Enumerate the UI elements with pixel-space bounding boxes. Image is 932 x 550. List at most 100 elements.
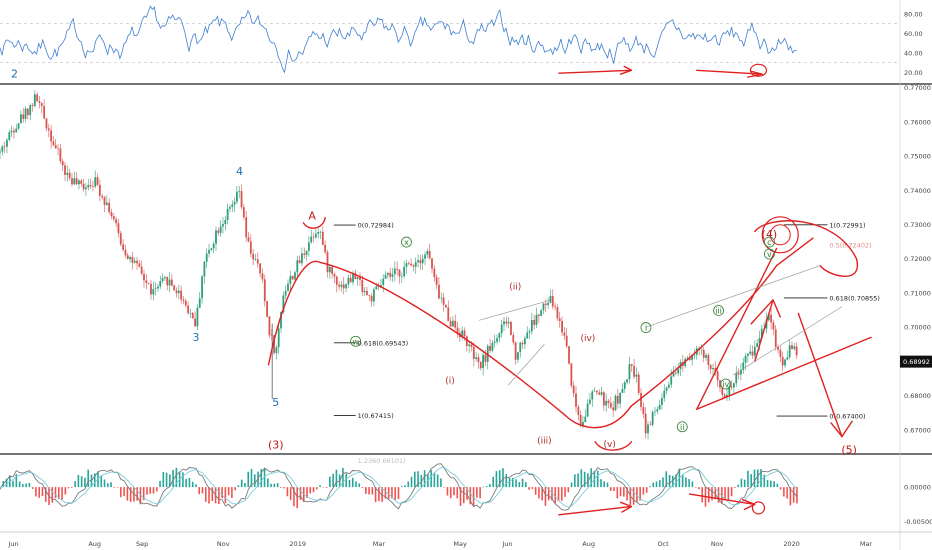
candle-body: [767, 314, 770, 321]
candle-body: [756, 343, 759, 347]
osc-histogram-bar: [61, 487, 63, 500]
red-wave-curve: [267, 260, 778, 429]
candle-body: [326, 252, 329, 273]
candle-body: [143, 273, 145, 281]
osc-histogram-bar: [413, 471, 416, 488]
candle-body: [544, 303, 547, 305]
candle-body: [400, 276, 403, 277]
annotations: 0(0.72984) 0.618(0.69543) 1(0.67415) 1.2360…: [11, 63, 880, 516]
candle-body: [103, 197, 106, 205]
osc-histogram-bar: [655, 481, 658, 488]
candle-body: [384, 274, 387, 279]
candle-body: [310, 236, 313, 243]
price-tick-label: 0.70000: [904, 324, 931, 332]
osc-histogram-bar: [485, 486, 488, 488]
candle-body: [1, 146, 4, 152]
candle-body: [368, 295, 371, 296]
candle-body: [686, 358, 689, 360]
osc-histogram-bar: [440, 478, 442, 488]
osc-histogram-bar: [587, 473, 589, 488]
rsi-red-arrowhead: [619, 65, 633, 75]
candle-body: [719, 380, 721, 388]
candle-body: [247, 237, 250, 242]
candle-body: [596, 390, 598, 393]
wave-label-red: A: [308, 209, 316, 222]
osc-histogram-bar: [469, 487, 472, 505]
candle-body: [180, 290, 183, 300]
osc-histogram-bar: [18, 481, 21, 488]
candle-body: [345, 284, 347, 289]
osc-histogram-bar: [276, 483, 279, 488]
candle-body: [96, 177, 99, 185]
osc-histogram-bar: [410, 476, 413, 488]
candle-body: [133, 260, 136, 263]
candle-body: [533, 319, 536, 325]
candle-body: [702, 349, 705, 358]
candle-body: [693, 354, 696, 356]
osc-histogram-bar: [789, 487, 792, 506]
gray-channel-line: [507, 344, 545, 386]
wave-label-green-circle: [720, 378, 732, 390]
osc-histogram-bar: [93, 473, 96, 488]
osc-histogram-bar: [280, 487, 282, 488]
candle-body: [108, 202, 111, 213]
candle-body: [593, 390, 596, 392]
candle-body: [795, 346, 798, 356]
wave-label-green: v: [767, 250, 772, 259]
candle-body: [212, 243, 215, 249]
candle-body: [746, 353, 749, 356]
candle-body: [542, 303, 545, 311]
candle-body: [424, 254, 426, 259]
candle-body: [305, 250, 308, 255]
osc-histogram-bar: [665, 471, 668, 488]
osc-histogram-bar: [551, 487, 553, 501]
osc-histogram-bar: [257, 471, 259, 488]
candle-body: [445, 304, 447, 308]
osc-histogram-bar: [312, 487, 315, 493]
osc-histogram-bar: [521, 478, 524, 488]
candle-body: [164, 277, 166, 279]
candle-body: [140, 266, 143, 274]
osc-histogram-bar: [201, 487, 204, 494]
osc-histogram-bar: [120, 487, 122, 498]
candle-body: [33, 94, 36, 106]
osc-histogram-bar: [106, 483, 109, 488]
osc-histogram-bar: [420, 474, 423, 488]
candle-body: [598, 392, 601, 395]
candle-body: [521, 342, 524, 345]
osc-histogram-bar: [456, 487, 459, 499]
osc-histogram-bar: [25, 483, 27, 488]
candle-body: [733, 383, 735, 388]
candle-body: [198, 298, 201, 308]
candle-body: [159, 281, 162, 287]
x-tick-label: Jun: [7, 540, 18, 548]
osc-red-arrow: [688, 493, 756, 506]
candle-body: [261, 273, 264, 280]
wave-label-red: (iii): [537, 436, 552, 446]
candle-body: [129, 256, 131, 260]
candle-body: [57, 148, 59, 149]
osc-histogram-bar: [547, 487, 550, 501]
candle-body: [126, 255, 129, 260]
candle-body: [154, 288, 157, 290]
candle-body: [36, 94, 39, 102]
osc-histogram-bar: [185, 478, 187, 488]
candle-body: [414, 262, 417, 267]
candle-body: [263, 279, 266, 302]
candle-body: [314, 233, 317, 238]
osc-histogram-bar: [139, 487, 142, 505]
candle-body: [737, 372, 740, 375]
osc-histogram-bar: [681, 474, 684, 488]
price-tick-label: 0.68000: [904, 392, 931, 400]
candle-body: [433, 268, 436, 278]
candle-body: [131, 256, 134, 263]
osc-histogram-bar: [80, 476, 83, 488]
osc-histogram-bar: [87, 469, 89, 488]
osc-histogram-bar: [639, 487, 641, 501]
rsi-red-circle: [749, 63, 768, 77]
candle-body: [386, 272, 389, 275]
candle-body: [586, 403, 589, 417]
osc-histogram-bar: [449, 487, 452, 499]
candle-body: [556, 307, 559, 319]
osc-histogram-bar: [668, 474, 671, 488]
